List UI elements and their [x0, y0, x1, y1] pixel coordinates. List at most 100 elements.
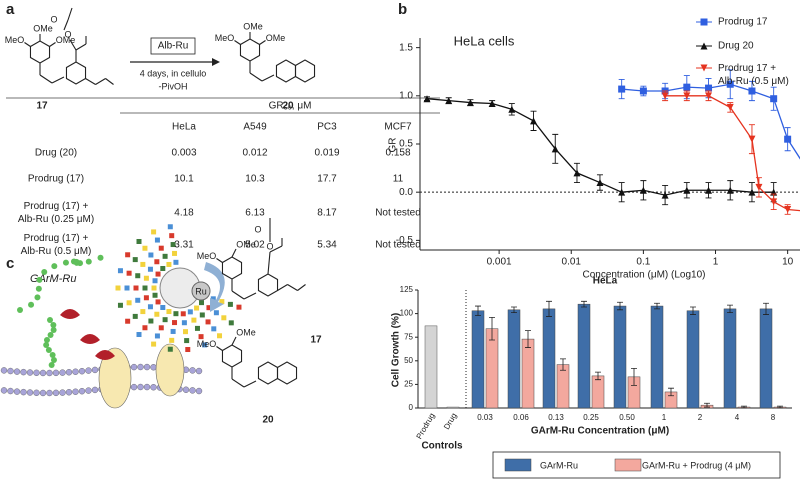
x-tick-label: 10 — [782, 257, 794, 268]
y-tick-label: 1.0 — [399, 90, 413, 101]
data-point — [551, 145, 559, 153]
legend-label: Prodrug 17 — [718, 17, 768, 28]
lipid — [20, 388, 27, 396]
error-bar — [546, 300, 552, 317]
bead — [169, 233, 175, 239]
bead — [198, 334, 204, 340]
data-point — [748, 87, 756, 95]
x-tick-label: 0.50 — [619, 413, 635, 422]
table-header: GR₅₀, μM — [269, 101, 312, 112]
legend-label: Drug 20 — [718, 41, 754, 52]
bead — [172, 320, 178, 326]
error-bar — [511, 306, 517, 314]
lipid — [189, 387, 196, 394]
bond — [231, 378, 245, 388]
y-tick-label: 0 — [409, 403, 414, 412]
glycan — [28, 301, 35, 308]
binding-protein — [80, 334, 100, 344]
binding-protein — [60, 309, 80, 319]
bar — [446, 406, 460, 409]
binding-protein — [95, 350, 115, 360]
data-point — [755, 183, 763, 191]
y-axis-label: GR — [388, 138, 399, 153]
error-bar — [704, 402, 710, 408]
bead — [148, 252, 154, 258]
error-bar — [475, 305, 481, 316]
atom-label: OMe — [56, 35, 76, 45]
lipid — [85, 367, 92, 374]
error-bar — [617, 301, 623, 311]
x-tick-label: 2 — [698, 413, 703, 422]
x-axis-label: Concentration (μM) (Log10) — [582, 270, 705, 281]
data-point — [683, 83, 691, 91]
error-bar — [525, 330, 531, 348]
glycan — [45, 347, 52, 353]
table-cell: 5.02 — [245, 240, 265, 251]
glycan — [35, 285, 42, 292]
ring — [239, 38, 261, 62]
bead — [199, 312, 205, 318]
data-point — [661, 92, 669, 100]
bead — [206, 305, 212, 311]
x-tick-label: 8 — [771, 413, 776, 422]
table-cell: 0.019 — [314, 148, 339, 159]
lipid — [52, 369, 60, 377]
glycan — [41, 268, 48, 275]
bead — [160, 265, 166, 271]
data-point — [445, 97, 453, 105]
y-tick-label: 75 — [404, 332, 413, 341]
bead — [154, 237, 160, 243]
x-tick-label: 0.06 — [513, 413, 529, 422]
bead — [152, 292, 158, 298]
x-tick-label: 4 — [735, 413, 740, 422]
bar — [485, 328, 499, 409]
data-point — [705, 84, 713, 92]
bond — [277, 284, 288, 291]
bead — [151, 341, 157, 347]
ring — [257, 361, 279, 385]
table-cell: Not tested — [375, 240, 421, 251]
bead — [142, 285, 148, 291]
table-cell: 6.13 — [245, 208, 265, 219]
metal-label: Ru — [195, 286, 207, 296]
bead — [172, 250, 178, 256]
bond — [259, 40, 266, 45]
fit-line — [665, 95, 800, 212]
y-tick-label: 0.5 — [399, 139, 413, 150]
byproduct: -PivOH — [159, 81, 188, 91]
table-cell: 0.012 — [242, 148, 267, 159]
lipid — [182, 386, 190, 393]
conversion-arrow — [204, 262, 225, 312]
data-point — [618, 85, 626, 93]
atom-label: MeO — [5, 35, 25, 45]
legend-label: Prodrug 17 + Alb-Ru (0.5 μM) — [718, 63, 789, 87]
lipid — [72, 388, 79, 395]
bead — [236, 304, 242, 310]
data-point — [573, 169, 581, 177]
bead — [126, 300, 132, 306]
bead — [117, 302, 123, 308]
controls-label: Controls — [421, 441, 463, 452]
bead — [162, 253, 168, 259]
glycan — [50, 322, 57, 328]
y-tick-label: 0.0 — [399, 187, 413, 198]
bead — [142, 245, 148, 251]
lipid — [26, 369, 34, 376]
data-point — [683, 92, 691, 100]
bond — [49, 42, 56, 47]
lipid — [78, 367, 86, 375]
bond — [69, 39, 77, 51]
lipid — [72, 368, 79, 375]
error-bar — [690, 306, 696, 315]
column-header: MCF7 — [384, 122, 412, 133]
glycan — [77, 260, 84, 267]
bead — [167, 224, 173, 230]
table-cell: 8.17 — [317, 208, 337, 219]
lipid — [52, 389, 60, 397]
bead — [183, 329, 189, 335]
bead — [140, 309, 146, 315]
bead — [227, 301, 233, 307]
data-point — [748, 188, 756, 196]
glycan — [43, 342, 50, 348]
